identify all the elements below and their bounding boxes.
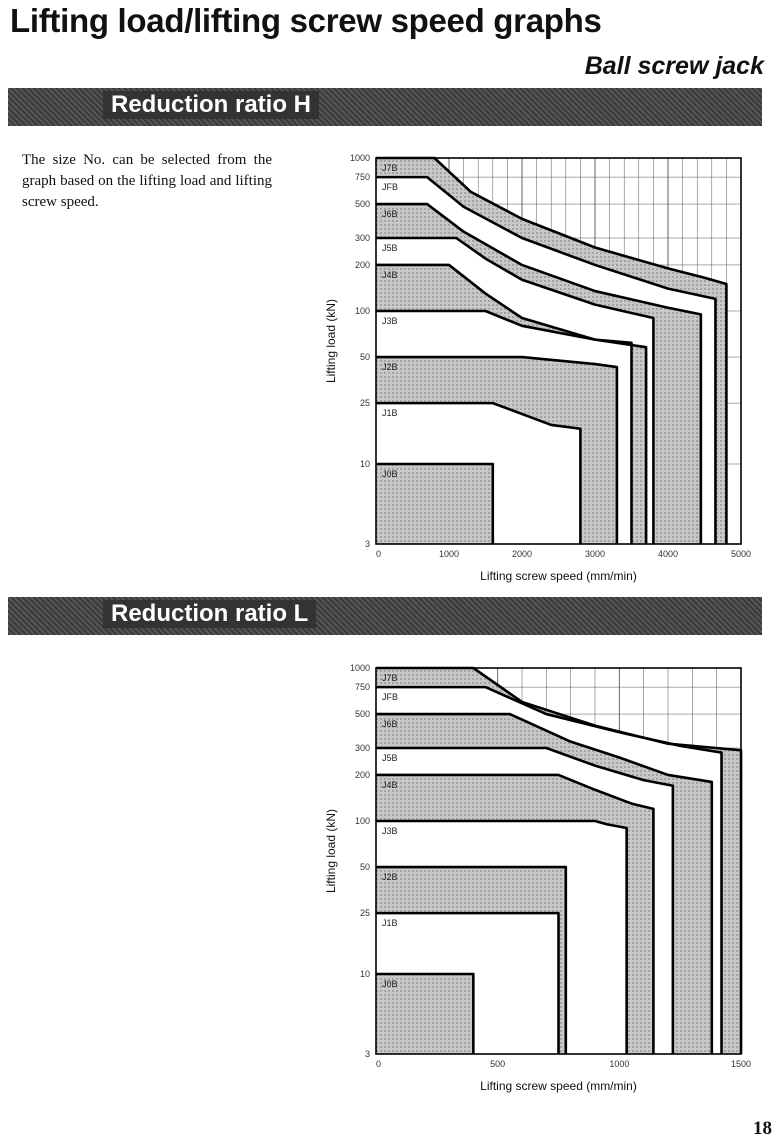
y-tick-label: 750 <box>355 172 370 182</box>
series-line-j4b <box>376 263 648 544</box>
y-tick-label: 200 <box>355 770 370 780</box>
series-label-j4b: J4B <box>382 270 398 280</box>
x-tick-label: 1500 <box>731 1059 751 1069</box>
y-tick-label: 500 <box>355 199 370 209</box>
series-label-j6b: J6B <box>382 209 398 219</box>
series-label-j2b: J2B <box>382 872 398 882</box>
plot-frame <box>375 667 742 1055</box>
y-tick-label: 10 <box>360 969 370 979</box>
x-axis-label: Lifting screw speed (mm/min) <box>480 569 637 583</box>
series-line-j6b <box>376 202 703 544</box>
series-label-j3b: J3B <box>382 316 398 326</box>
series-label-j1b: J1B <box>382 408 398 418</box>
series-line-j2b <box>376 865 568 1054</box>
plot-frame <box>375 157 742 545</box>
series-line-j1b <box>376 401 582 544</box>
series-line-jfb <box>376 175 717 544</box>
y-tick-label: 200 <box>355 260 370 270</box>
y-tick-label: 500 <box>355 709 370 719</box>
y-tick-label: 50 <box>360 352 370 362</box>
page-title: Lifting load/lifting screw speed graphs <box>10 2 602 39</box>
series-label-j4b: J4B <box>382 780 398 790</box>
x-tick-label: 4000 <box>658 549 678 559</box>
x-tick-label: 3000 <box>585 549 605 559</box>
y-tick-label: 25 <box>360 398 370 408</box>
x-tick-label: 1000 <box>609 1059 629 1069</box>
x-tick-label: 5000 <box>731 549 751 559</box>
y-tick-label: 25 <box>360 908 370 918</box>
series-label-j6b: J6B <box>382 719 398 729</box>
y-tick-label: 1000 <box>350 153 370 163</box>
y-tick-label: 100 <box>355 816 370 826</box>
series-label-j2b: J2B <box>382 362 398 372</box>
series-line-j3b <box>376 819 628 1054</box>
series-label-jfb: JFB <box>382 692 398 702</box>
intro-text: The size No. can be selected from the gr… <box>22 152 272 210</box>
y-tick-label: 300 <box>355 743 370 753</box>
section-banner-l-label: Reduction ratio L <box>103 600 317 628</box>
series-line-j0b <box>376 972 475 1054</box>
series-region-j0b <box>376 973 474 1054</box>
series-line-j1b <box>376 911 560 1054</box>
series-label-j7b: J7B <box>382 673 398 683</box>
y-tick-label: 50 <box>360 862 370 872</box>
x-tick-label: 500 <box>490 1059 505 1069</box>
series-line-j0b <box>376 462 495 544</box>
series-label-j0b: J0B <box>382 469 398 479</box>
y-tick-label: 3 <box>365 539 370 549</box>
x-tick-label: 2000 <box>512 549 532 559</box>
y-tick-label: 3 <box>365 1049 370 1059</box>
series-label-j1b: J1B <box>382 918 398 928</box>
y-tick-label: 750 <box>355 682 370 692</box>
y-tick-label: 300 <box>355 233 370 243</box>
page-subtitle: Ball screw jack <box>584 52 764 80</box>
section-banner-h: Reduction ratio H <box>8 88 762 126</box>
series-line-j3b <box>376 309 633 544</box>
series-line-j4b <box>376 773 655 1054</box>
x-tick-label: 0 <box>376 1059 381 1069</box>
series-label-j5b: J5B <box>382 243 398 253</box>
y-axis-label: Lifting load (kN) <box>324 299 338 383</box>
y-axis-label: Lifting load (kN) <box>324 809 338 893</box>
x-axis-label: Lifting screw speed (mm/min) <box>480 1079 637 1093</box>
series-label-j3b: J3B <box>382 826 398 836</box>
series-line-jfb <box>376 685 723 1054</box>
series-region-j0b <box>376 463 493 544</box>
y-tick-label: 100 <box>355 306 370 316</box>
series-label-j5b: J5B <box>382 753 398 763</box>
series-label-jfb: JFB <box>382 182 398 192</box>
page-number: 18 <box>753 1118 772 1139</box>
chart-reduction-ratio-h: J7BJFBJ6BJ5BJ4BJ3BJ2BJ1BJ0B1000750500300… <box>324 153 751 583</box>
series-label-j7b: J7B <box>382 163 398 173</box>
y-tick-label: 1000 <box>350 663 370 673</box>
series-line-j5b <box>376 746 675 1054</box>
x-tick-label: 1000 <box>439 549 459 559</box>
section-banner-l: Reduction ratio L <box>8 597 762 635</box>
series-label-j0b: J0B <box>382 979 398 989</box>
y-tick-label: 10 <box>360 459 370 469</box>
series-line-j2b <box>376 355 619 544</box>
section-banner-h-label: Reduction ratio H <box>103 91 320 119</box>
x-tick-label: 0 <box>376 549 381 559</box>
series-line-j7b <box>376 156 728 544</box>
chart-reduction-ratio-l: J7BJFBJ6BJ5BJ4BJ3BJ2BJ1BJ0B1000750500300… <box>324 663 751 1093</box>
series-line-j6b <box>376 712 714 1054</box>
series-line-j5b <box>376 236 655 544</box>
